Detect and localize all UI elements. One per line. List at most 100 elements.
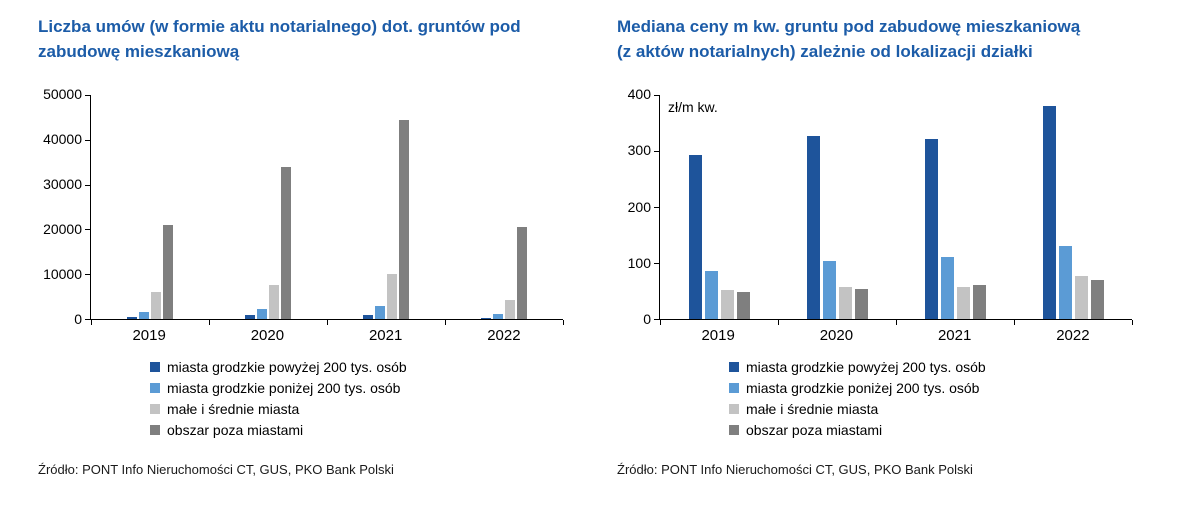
legend-swatch — [150, 404, 160, 414]
x-axis-label: 2021 — [368, 327, 403, 344]
x-axis-labels: 2019 2020 2021 2022 — [659, 327, 1132, 344]
bar-2021 — [972, 284, 986, 319]
y-tick-label: 0 — [74, 311, 82, 327]
bar-2020 — [822, 260, 836, 319]
chart-title-line-1: Liczba umów (w formie aktu notarialnego)… — [38, 17, 521, 36]
x-tick — [91, 320, 92, 325]
y-tick-label: 400 — [627, 86, 651, 102]
bar-2022 — [1058, 246, 1072, 319]
plot-wrap: 2019 2020 2021 2022 — [85, 95, 590, 344]
bar-2021 — [399, 119, 409, 319]
x-tick — [445, 320, 446, 325]
bar-2019 — [688, 154, 702, 319]
legend-label: miasta grodzkie powyżej 200 tys. osób — [746, 359, 986, 375]
x-axis-label: 2019 — [701, 327, 735, 344]
legend-item: obszar poza miastami — [729, 422, 1169, 438]
y-axis: 0 100 200 300 400 — [617, 87, 659, 327]
bar-2019 — [736, 292, 750, 319]
bar-chart-median-price: 0 100 200 300 400 zł/m kw. 2019 2020 2021 2022 — [617, 87, 1169, 344]
x-axis-label: 2019 — [132, 327, 166, 344]
y-tick — [654, 263, 659, 264]
bar-2022 — [1090, 279, 1104, 319]
legend-swatch — [150, 425, 160, 435]
bar-2022 — [517, 227, 527, 319]
x-axis-label: 2020 — [250, 327, 285, 344]
x-tick — [327, 320, 328, 325]
y-tick-label: 30000 — [43, 176, 82, 192]
y-tick-label: 40000 — [43, 131, 82, 147]
bar-2022 — [493, 313, 503, 319]
legend-item: miasta grodzkie poniżej 200 tys. osób — [729, 380, 1169, 396]
legend-label: obszar poza miastami — [167, 422, 304, 438]
bar-2019 — [704, 270, 718, 319]
legend-label: obszar poza miastami — [746, 422, 883, 438]
chart-title: Liczba umów (w formie aktu notarialnego)… — [38, 14, 590, 64]
bar-2021 — [363, 314, 373, 319]
y-tick — [654, 207, 659, 208]
legend-item: małe i średnie miasta — [729, 401, 1169, 417]
legend-swatch — [729, 383, 739, 393]
legend: miasta grodzkie powyżej 200 tys. osób mia… — [729, 359, 1169, 438]
y-tick-label: 200 — [627, 198, 651, 215]
x-tick — [778, 320, 779, 325]
legend-item: małe i średnie miasta — [150, 401, 590, 417]
y-tick — [85, 139, 90, 141]
x-tick — [896, 320, 897, 325]
bar-2020 — [806, 135, 820, 319]
legend-item: obszar poza miastami — [150, 422, 590, 438]
x-tick — [1132, 320, 1133, 325]
bar-2020 — [257, 309, 267, 319]
y-tick-label: 100 — [627, 254, 651, 271]
legend-item: miasta grodzkie poniżej 200 tys. osób — [150, 380, 590, 396]
bar-group-2022 — [1014, 95, 1132, 319]
y-tick — [85, 95, 90, 96]
x-axis-label: 2020 — [819, 327, 854, 344]
bar-2022 — [1074, 275, 1088, 319]
x-axis-label: 2022 — [1056, 327, 1090, 344]
bar-2019 — [720, 289, 734, 319]
chart-panel-land-contracts: Liczba umów (w formie aktu notarialnego)… — [38, 14, 590, 477]
bar-group-2021 — [896, 95, 1014, 319]
bar-2022 — [505, 300, 515, 319]
bar-2021 — [924, 138, 938, 319]
bar-group-2020 — [778, 95, 896, 319]
plot-area: zł/m kw. — [654, 95, 1133, 325]
source-note: Źródło: PONT Info Nieruchomości CT, GUS,… — [38, 462, 394, 477]
chart-title-line-2: zabudowę mieszkaniową — [38, 42, 240, 61]
y-tick — [85, 274, 90, 276]
legend-label: miasta grodzkie powyżej 200 tys. osób — [167, 359, 407, 375]
legend-label: miasta grodzkie poniżej 200 tys. osób — [746, 380, 980, 396]
bar-2019 — [127, 316, 137, 319]
legend-swatch — [150, 362, 160, 372]
legend-item: miasta grodzkie powyżej 200 tys. osób — [150, 359, 590, 375]
bar-group-2019 — [91, 95, 209, 319]
bar-2020 — [838, 287, 852, 319]
chart-title-line-1: Mediana ceny m kw. gruntu pod zabudowę m… — [617, 17, 1081, 36]
bar-group-2022 — [445, 95, 563, 319]
bar-2020 — [245, 315, 255, 319]
y-tick — [654, 95, 659, 96]
x-tick — [563, 320, 564, 325]
legend-swatch — [729, 362, 739, 372]
y-tick — [85, 184, 90, 186]
y-tick — [654, 319, 659, 320]
chart-title: Mediana ceny m kw. gruntu pod zabudowę m… — [617, 14, 1169, 64]
legend: miasta grodzkie powyżej 200 tys. osób mia… — [150, 359, 590, 438]
plot-wrap: zł/m kw. 2019 2020 2021 2022 — [654, 95, 1169, 344]
chart-title-line-2: (z aktów notarialnych) zależnie od lokal… — [617, 42, 1033, 61]
legend-label: małe i średnie miasta — [746, 401, 879, 417]
bar-2022 — [481, 317, 491, 319]
bar-2019 — [151, 292, 161, 319]
y-unit-label: zł/m kw. — [668, 99, 718, 115]
plot-area — [85, 95, 564, 325]
legend-label: miasta grodzkie poniżej 200 tys. osób — [167, 380, 401, 396]
report-charts-row: Liczba umów (w formie aktu notarialnego)… — [38, 14, 1169, 477]
bar-group-2021 — [327, 95, 445, 319]
y-tick-label: 20000 — [43, 221, 82, 237]
bar-2020 — [269, 285, 279, 319]
x-tick — [1014, 320, 1015, 325]
x-axis-label: 2021 — [937, 327, 972, 344]
bar-2020 — [854, 289, 868, 319]
y-tick-label: 0 — [643, 311, 651, 327]
bar-2021 — [956, 286, 970, 319]
